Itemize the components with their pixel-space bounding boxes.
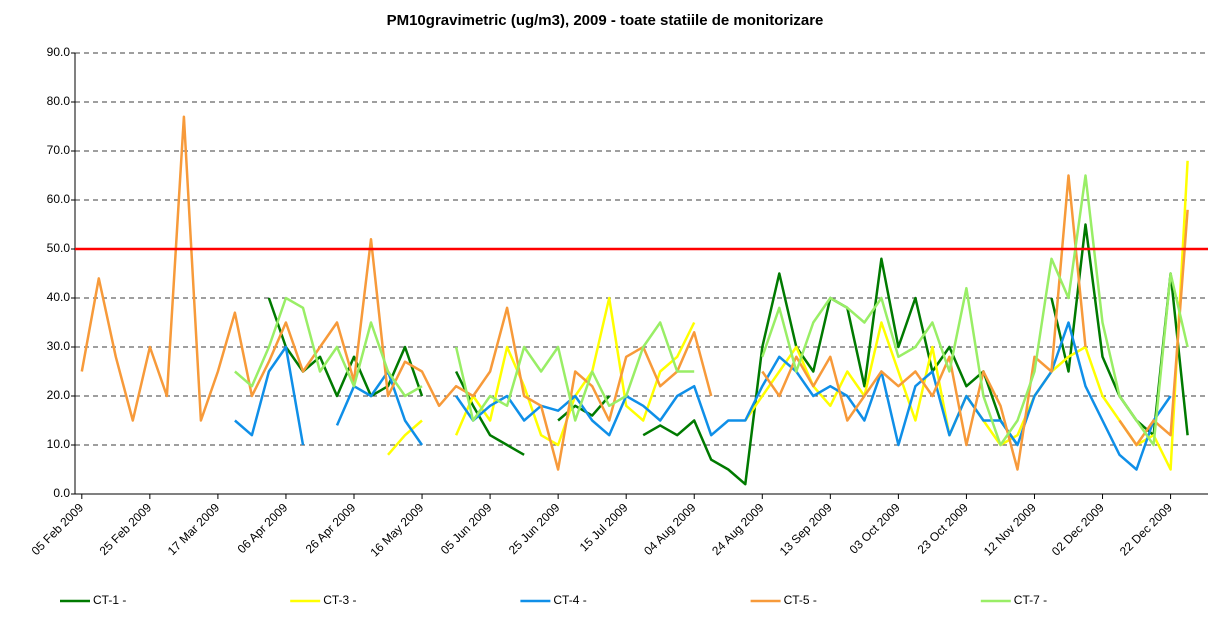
x-tick-label: 05 Jun 2009: [438, 500, 495, 557]
x-tick-label: 25 Feb 2009: [97, 500, 155, 558]
y-tick-label: 90.0: [47, 45, 71, 59]
y-tick-label: 40.0: [47, 290, 71, 304]
x-tick-label: 05 Feb 2009: [29, 500, 87, 558]
x-tick-label: 06 Apr 2009: [235, 500, 291, 556]
x-tick-label: 24 Aug 2009: [709, 500, 767, 558]
x-tick-label: 22 Dec 2009: [1117, 500, 1175, 558]
x-tick-label: 12 Nov 2009: [981, 500, 1039, 558]
series-line: [267, 223, 1189, 486]
x-tick-label: 25 Jun 2009: [506, 500, 563, 557]
series-line: [234, 174, 1189, 447]
x-tick-label: 03 Oct 2009: [847, 500, 903, 556]
y-tick-label: 30.0: [47, 339, 71, 353]
x-tick-label: 13 Sep 2009: [777, 500, 835, 558]
y-tick-label: 80.0: [47, 94, 71, 108]
y-tick-label: 0.0: [53, 486, 70, 500]
legend-label: CT-3 -: [323, 593, 356, 607]
y-tick-label: 10.0: [47, 437, 71, 451]
x-tick-label: 02 Dec 2009: [1049, 500, 1107, 558]
legend-label: CT-7 -: [1014, 593, 1047, 607]
chart-title: PM10gravimetric (ug/m3), 2009 - toate st…: [387, 12, 824, 29]
x-tick-label: 26 Apr 2009: [303, 500, 359, 556]
legend-label: CT-5 -: [784, 593, 817, 607]
x-tick-label: 17 Mar 2009: [165, 500, 223, 558]
x-tick-label: 23 Oct 2009: [915, 500, 971, 556]
x-tick-label: 04 Aug 2009: [641, 500, 699, 558]
y-tick-label: 20.0: [47, 388, 71, 402]
series-line: [80, 115, 1189, 471]
y-tick-label: 50.0: [47, 241, 71, 255]
y-tick-label: 70.0: [47, 143, 71, 157]
legend-label: CT-1 -: [93, 593, 126, 607]
x-tick-label: 16 May 2009: [367, 500, 426, 559]
legend-label: CT-4 -: [553, 593, 586, 607]
y-tick-label: 60.0: [47, 192, 71, 206]
x-tick-label: 15 Jul 2009: [577, 500, 631, 554]
